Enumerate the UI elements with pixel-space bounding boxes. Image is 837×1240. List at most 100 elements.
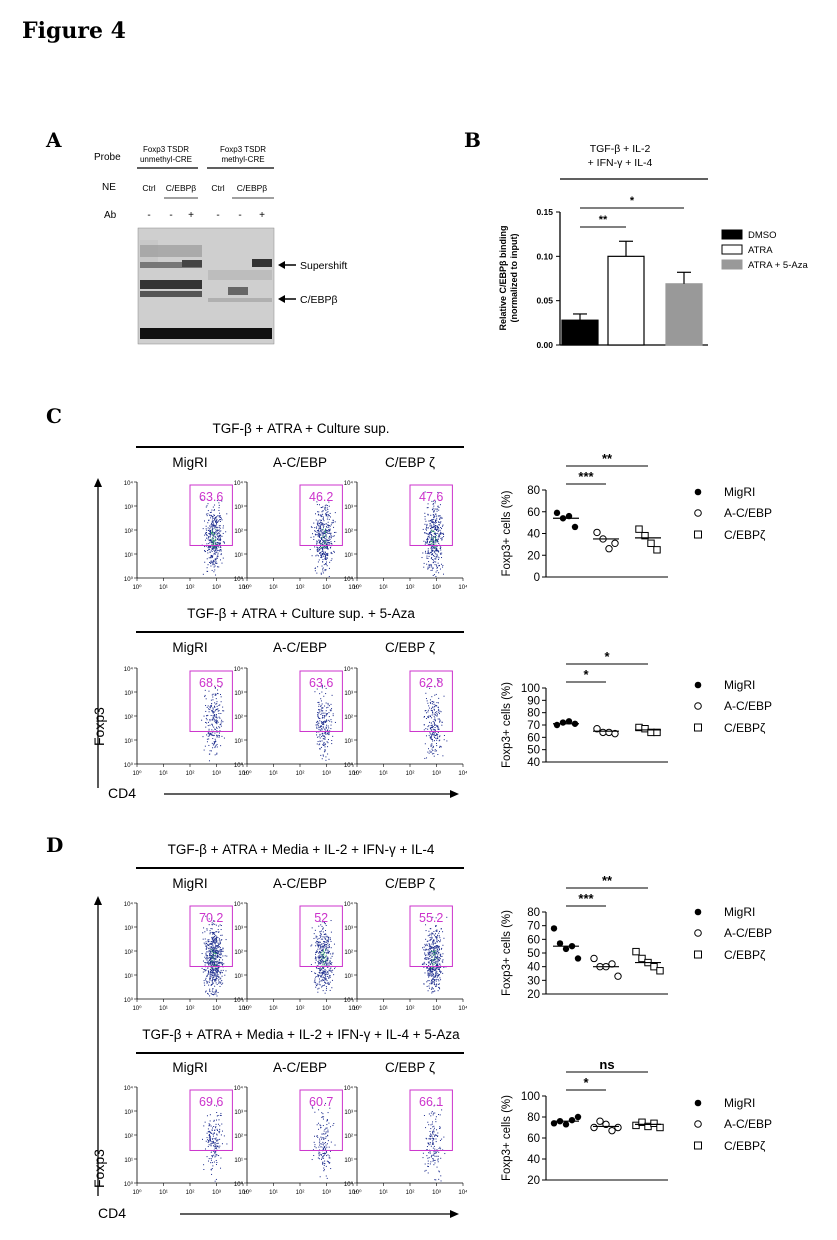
- flow-ytick-label: 10¹: [234, 739, 243, 745]
- flow-ytick-label: 10⁴: [124, 480, 134, 487]
- d-cd4-axis-label: CD4: [98, 1205, 126, 1221]
- gel-image: [137, 227, 275, 345]
- label-cebp-band: C/EBPβ: [300, 294, 338, 306]
- c-foxp3-axis-label: Foxp3: [91, 707, 107, 746]
- flow-ytick-label: 10⁴: [124, 1085, 134, 1092]
- panel-a-gel: Probe NE Ab Foxp3 TSDR unmethyl-CRE Foxp…: [94, 145, 347, 345]
- d-axis-arrows: Foxp3 CD4: [91, 896, 459, 1221]
- flow-xtick-label: 10²: [406, 1190, 415, 1196]
- scatter-point-acebp: [611, 539, 619, 547]
- flow-gate: [299, 905, 343, 967]
- flow-gate-value: 68.5: [199, 676, 223, 690]
- flow-ytick-label: 10²: [234, 715, 243, 721]
- bar-dmso: [561, 319, 599, 346]
- ab-mark-5: -: [238, 210, 241, 221]
- scatter-sig-1: *: [583, 1075, 589, 1090]
- scatter-ylabel: Foxp3+ cells (%): [501, 910, 513, 996]
- legend-marker-cebpz: [694, 530, 702, 539]
- flow-ytick-label: 10⁴: [344, 480, 354, 487]
- scatter-point-migri: [550, 925, 558, 932]
- flow-xtick-label: 10²: [186, 1190, 195, 1196]
- flow-gate: [189, 905, 233, 967]
- scatter-ytick-label: 60: [527, 934, 540, 946]
- flow-ytick-label: 10²: [124, 529, 133, 535]
- flow-xtick-label: 10⁴: [348, 584, 357, 591]
- flow-events: [311, 1102, 336, 1179]
- flow-xtick-label: 10²: [186, 771, 195, 777]
- scatter-point-acebp: [593, 725, 601, 733]
- scatter-point-acebp: [593, 528, 601, 537]
- legend-acebp: A-C/EBP: [724, 926, 772, 940]
- flow-xtick-label: 10¹: [379, 1190, 388, 1196]
- scatter-point-migri: [565, 718, 573, 725]
- c-top-header: TGF-β + ATRA + Culture sup.: [212, 421, 390, 436]
- flow-ytick-label: 10⁰: [234, 1181, 244, 1188]
- flow-xtick-label: 10³: [212, 1006, 221, 1012]
- flow-xtick-label: 10¹: [379, 585, 388, 591]
- flow-ytick-label: 10¹: [344, 739, 353, 745]
- flow-xtick-label: 10⁴: [348, 1189, 357, 1196]
- flow-events: [201, 686, 225, 762]
- flow-ytick-label: 10⁰: [124, 1181, 134, 1188]
- c-top-header-line: [136, 446, 464, 448]
- d-bottom-legend: MigRI A-C/EBP C/EBPζ: [694, 1096, 772, 1153]
- legend-marker-acebp: [694, 509, 702, 517]
- legend-marker-migri: [694, 908, 702, 916]
- legend-acebp: A-C/EBP: [724, 1117, 772, 1131]
- flow-ytick-label: 10⁰: [344, 762, 354, 769]
- flow-ytick-label: 10⁰: [124, 576, 134, 583]
- flow-xtick-label: 10⁴: [238, 770, 247, 777]
- scatter-point-cebpz: [653, 546, 661, 554]
- flow-xtick-label: 10³: [212, 771, 221, 777]
- flow-ytick-label: 10¹: [344, 974, 353, 980]
- label-supershift: Supershift: [300, 260, 347, 272]
- flow-ytick-label: 10³: [124, 505, 133, 511]
- legend-cebpz: C/EBPζ: [724, 721, 766, 735]
- flow-ytick-label: 10¹: [124, 1158, 133, 1164]
- b-ytick-label: 0.00: [536, 340, 553, 350]
- b-ytick-label: 0.15: [536, 207, 553, 217]
- flow-ytick-label: 10²: [124, 715, 133, 721]
- flow-xtick-label: 10¹: [159, 1190, 168, 1196]
- d-top-header: TGF-β + ATRA + Media + IL-2 + IFN-γ + IL…: [167, 842, 435, 857]
- scatter-ytick-label: 40: [527, 962, 540, 974]
- flow-ytick-label: 10³: [124, 926, 133, 932]
- flow-events: [201, 498, 228, 576]
- legend-cebpz: C/EBPζ: [724, 948, 766, 962]
- c-bottom-col-3: C/EBP ζ: [385, 640, 435, 655]
- probe-methyl-line2: methyl-CRE: [221, 155, 264, 164]
- flow-ytick-label: 10²: [234, 529, 243, 535]
- row-label-ab: Ab: [104, 210, 117, 221]
- b-ylabel-line2: (normalized to input): [509, 234, 519, 323]
- b-header-line2: + IFN-γ + IL-4: [588, 157, 653, 169]
- flow-gate: [409, 1089, 453, 1151]
- ab-mark-4: -: [216, 210, 219, 221]
- flow-xtick-label: 10⁰: [352, 770, 362, 777]
- c-bottom-col-2: A-C/EBP: [272, 640, 327, 655]
- flow-xtick-label: 10³: [432, 1190, 441, 1196]
- flow-xtick-label: 10⁴: [238, 1005, 247, 1012]
- flow-ytick-label: 10³: [234, 1110, 243, 1116]
- flow-xtick-label: 10⁴: [458, 584, 467, 591]
- flow-xtick-label: 10³: [322, 585, 331, 591]
- flow-xtick-label: 10⁴: [348, 770, 357, 777]
- flow-ytick-label: 10²: [344, 529, 353, 535]
- arrow-supershift: Supershift: [278, 260, 347, 272]
- b-ytick-label: 0.05: [536, 296, 553, 306]
- c-top-col-1: MigRI: [172, 455, 208, 470]
- scatter-point-cebpz: [635, 525, 643, 533]
- c-bottom-header: TGF-β + ATRA + Culture sup. + 5-Aza: [187, 606, 415, 621]
- scatter-point-acebp: [605, 728, 613, 737]
- flow-xtick-label: 10¹: [379, 1006, 388, 1012]
- legend-marker-migri: [694, 681, 702, 689]
- legend-marker-acebp: [694, 1120, 702, 1128]
- scatter-ylabel: Foxp3+ cells (%): [501, 682, 513, 768]
- figure-title: Figure 4: [22, 18, 126, 44]
- d-foxp3-axis-label: Foxp3: [91, 1149, 107, 1188]
- legend-acebp: A-C/EBP: [724, 699, 772, 713]
- c-axis-arrows: Foxp3 CD4: [91, 478, 459, 801]
- flow-gate: [299, 1089, 343, 1151]
